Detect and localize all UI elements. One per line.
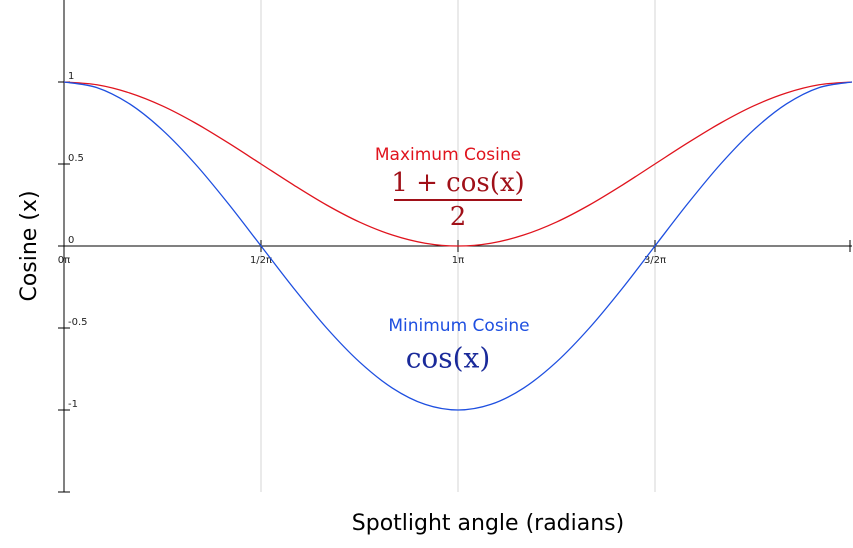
x-tick-label: 1/2π — [250, 255, 272, 266]
series-line — [63, 81, 853, 411]
y-tick-label: 0.5 — [68, 153, 84, 164]
annotation: Minimum Cosine — [388, 316, 529, 336]
y-tick-label: 0 — [68, 235, 74, 246]
y-tick-label: 1 — [68, 71, 74, 82]
annotation: 1 + cos(x) — [391, 168, 524, 198]
x-axis-label: Spotlight angle (radians) — [352, 511, 624, 536]
y-tick-label: -1 — [68, 399, 78, 410]
annotation: Maximum Cosine — [375, 145, 521, 165]
annotation: 2 — [450, 202, 467, 232]
series-line — [63, 81, 853, 247]
y-tick-label: -0.5 — [68, 317, 88, 328]
y-axis-label: Cosine (x) — [17, 190, 42, 301]
annotation: cos(x) — [406, 342, 491, 375]
x-tick-label: 3/2π — [644, 255, 666, 266]
x-tick-label: 1π — [452, 255, 464, 266]
